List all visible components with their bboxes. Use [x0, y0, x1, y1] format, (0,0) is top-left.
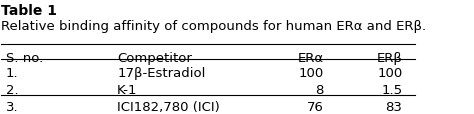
Text: K-1: K-1	[117, 83, 137, 96]
Text: ICI182,780 (ICI): ICI182,780 (ICI)	[117, 100, 220, 113]
Text: 100: 100	[377, 66, 402, 79]
Text: 1.: 1.	[6, 66, 18, 79]
Text: S. no.: S. no.	[6, 52, 43, 65]
Text: 1.5: 1.5	[381, 83, 402, 96]
Text: 2.: 2.	[6, 83, 18, 96]
Text: 100: 100	[299, 66, 324, 79]
Text: 17β-Estradiol: 17β-Estradiol	[117, 66, 206, 79]
Text: 76: 76	[307, 100, 324, 113]
Text: 3.: 3.	[6, 100, 18, 113]
Text: Competitor: Competitor	[117, 52, 192, 65]
Text: ERβ: ERβ	[376, 52, 402, 65]
Text: ERα: ERα	[298, 52, 324, 65]
Text: Table 1: Table 1	[1, 4, 57, 18]
Text: 83: 83	[385, 100, 402, 113]
Text: 8: 8	[316, 83, 324, 96]
Text: Relative binding affinity of compounds for human ERα and ERβ.: Relative binding affinity of compounds f…	[1, 19, 427, 32]
